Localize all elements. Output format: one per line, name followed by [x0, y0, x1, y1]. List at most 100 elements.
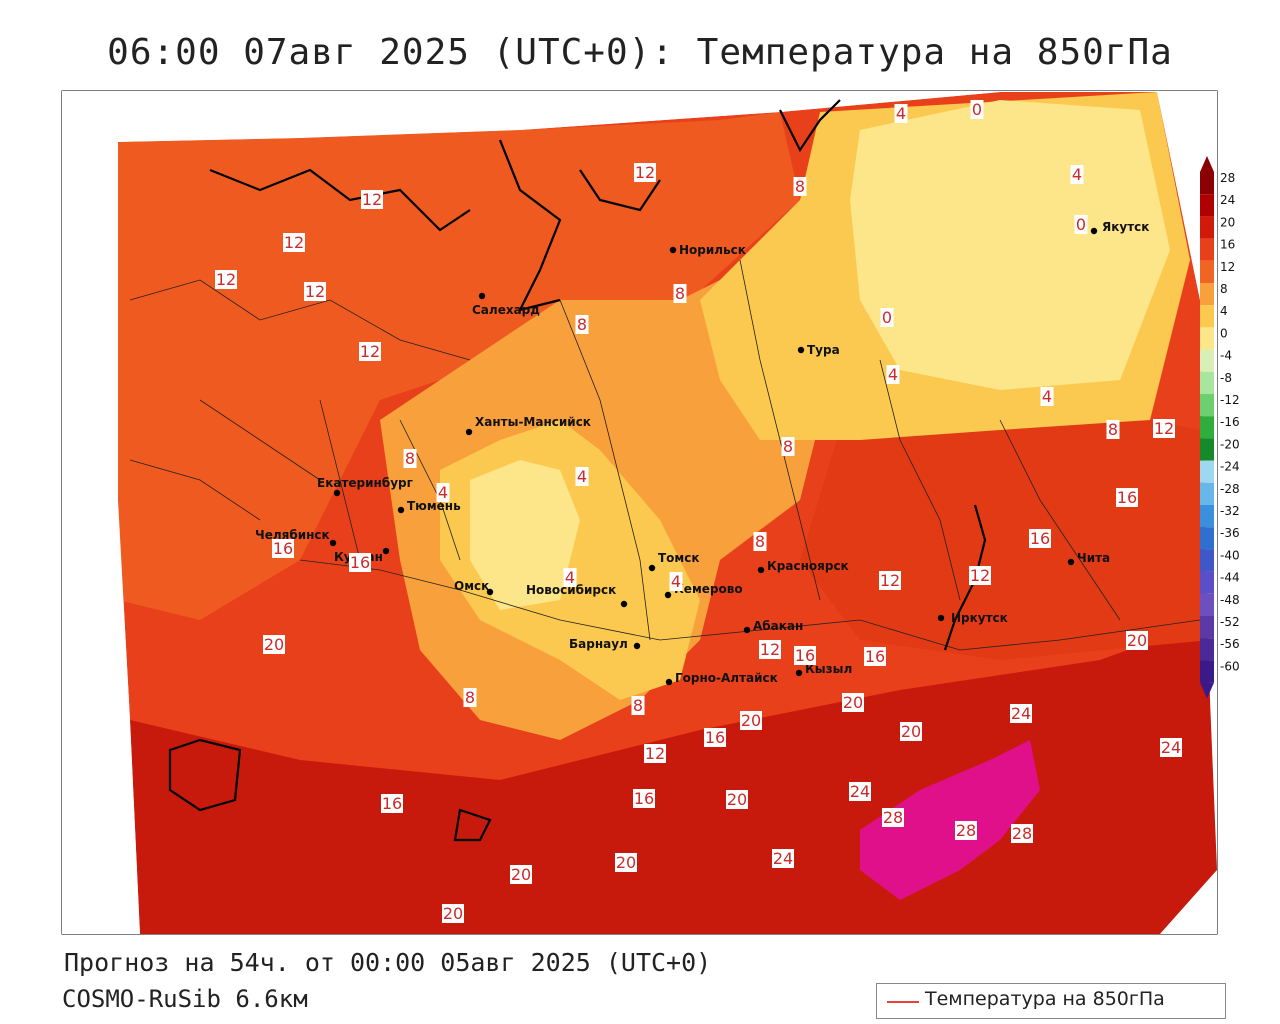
colorbar-swatch: [1200, 349, 1214, 372]
colorbar-tick-label: 8: [1220, 282, 1228, 296]
colorbar-swatch: [1200, 460, 1214, 483]
isotherm-label: 8: [633, 696, 643, 715]
isotherm-label: 16: [634, 789, 654, 808]
isotherm-label-bg: [794, 646, 816, 665]
isotherm-label-bg: [1029, 529, 1051, 548]
colorbar-swatch: [1200, 660, 1214, 683]
isotherm-label-bg: [615, 853, 637, 872]
colorbar-tick-label: -56: [1220, 637, 1240, 651]
isotherm-label-bg: [1040, 387, 1054, 406]
isotherm-label: 0: [1076, 215, 1086, 234]
isotherm-label: 12: [362, 190, 382, 209]
city-dot: [664, 591, 672, 599]
isotherm-label-bg: [463, 688, 477, 707]
isotherm-label-bg: [781, 437, 795, 456]
isotherm-label: 20: [616, 853, 636, 872]
city-dot: [633, 642, 641, 650]
colorbar-swatch: [1200, 194, 1214, 217]
isotherm-label-bg: [849, 782, 871, 801]
colorbar-swatch: [1200, 638, 1214, 661]
field-28-hot: [860, 740, 1040, 900]
colorbar-tick-label: 0: [1220, 326, 1228, 340]
city-dot: [757, 566, 765, 574]
isotherm-label-bg: [704, 728, 726, 747]
isotherm-label: 16: [1030, 529, 1050, 548]
isotherm-label: 4: [1072, 165, 1082, 184]
city-dot: [797, 346, 805, 354]
isotherm-label-bg: [575, 315, 589, 334]
colorbar-swatch: [1200, 482, 1214, 505]
colorbar-tick-label: -16: [1220, 415, 1240, 429]
isotherm-label: 16: [382, 794, 402, 813]
isotherm-label: 24: [1011, 704, 1031, 723]
isotherm-label-bg: [669, 572, 683, 591]
colorbar-tick-label: -20: [1220, 437, 1240, 451]
colorbar-swatch: [1200, 371, 1214, 394]
isotherm-label-bg: [634, 163, 656, 182]
colorbar-tick-label: -36: [1220, 526, 1240, 540]
city-dot: [1090, 227, 1098, 235]
isotherm-label-bg: [644, 744, 666, 763]
city-dot: [795, 669, 803, 677]
colorbar-tick-label: 24: [1220, 193, 1235, 207]
isotherm-label: 8: [675, 284, 685, 303]
model-info: COSMO-RuSib 6.6км: [62, 985, 308, 1013]
colorbar-swatch: [1200, 216, 1214, 239]
field-0-northeast: [850, 100, 1170, 390]
isotherm-label: 24: [773, 849, 793, 868]
city-dot: [620, 600, 628, 608]
isotherm-label: 4: [438, 483, 448, 502]
isotherm-label-bg: [864, 647, 886, 666]
colorbar-tick-label: 4: [1220, 304, 1228, 318]
isotherm-label-bg: [631, 696, 645, 715]
isotherm-label: 28: [1012, 824, 1032, 843]
colorbar-tick-label: -24: [1220, 460, 1240, 474]
city-dot: [478, 292, 486, 300]
colorbar-tick-label: -4: [1220, 349, 1232, 363]
isotherm-label: 8: [577, 315, 587, 334]
city-label: Горно-Алтайск: [675, 671, 778, 685]
colorbar-swatch: [1200, 238, 1214, 261]
isotherm-label: 8: [795, 177, 805, 196]
isotherm-label-bg: [381, 794, 403, 813]
city-label: Тюмень: [407, 499, 461, 513]
isotherm-label: 20: [741, 711, 761, 730]
isotherm-label-bg: [1106, 420, 1120, 439]
isotherm-label: 4: [565, 568, 575, 587]
city-dot: [937, 614, 945, 622]
isotherm-label-bg: [772, 849, 794, 868]
colorbar: 28 24 20 16 12 8 4 0 -4 -8 -12 -16 -20 -24 -28 -32 -36 -4…: [1200, 156, 1240, 699]
colorbar-arrow-top: [1200, 156, 1214, 172]
isotherm-label: 4: [1042, 387, 1052, 406]
isotherm-label: 12: [1154, 419, 1174, 438]
isotherm-label: 12: [880, 571, 900, 590]
isotherm-label-bg: [1160, 738, 1182, 757]
isotherm-label-bg: [753, 532, 767, 551]
colorbar-swatch: [1200, 305, 1214, 328]
isotherm-label-bg: [272, 539, 294, 558]
colorbar-swatch: [1200, 416, 1214, 439]
isotherm-label: 16: [1117, 488, 1137, 507]
isotherm-label: 12: [635, 163, 655, 182]
isotherm-label: 16: [273, 539, 293, 558]
isotherm-label: 16: [705, 728, 725, 747]
isotherm-label-bg: [740, 711, 762, 730]
isotherm-label: 0: [972, 100, 982, 119]
city-dot: [397, 506, 405, 514]
isotherm-label: 20: [727, 790, 747, 809]
map-title: 06:00 07авг 2025 (UTC+0): Температура на…: [107, 32, 1173, 73]
field-16-east: [800, 420, 1210, 660]
isotherm-label-bg: [969, 566, 991, 585]
isotherm-label: 8: [755, 532, 765, 551]
colorbar-swatch: [1200, 172, 1214, 195]
city-label: Новосибирск: [526, 583, 616, 597]
colorbar-tick-label: -12: [1220, 393, 1240, 407]
isotherm-label-bg: [1153, 419, 1175, 438]
isotherm-label: 8: [465, 688, 475, 707]
colorbar-swatch: [1200, 394, 1214, 417]
colorbar-swatch: [1200, 327, 1214, 350]
isotherm-label: 20: [901, 722, 921, 741]
isotherm-label-bg: [886, 365, 900, 384]
city-dot: [486, 588, 494, 596]
city-label: Красноярск: [767, 559, 849, 573]
